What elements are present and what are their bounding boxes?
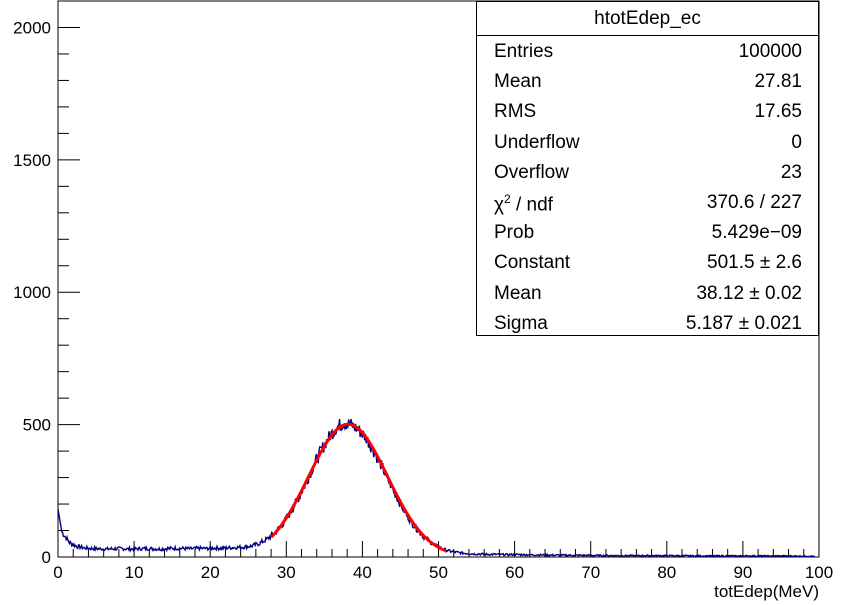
stats-label: Mean	[494, 282, 542, 304]
y-tick-label: 2000	[13, 18, 51, 37]
stats-label: Overflow	[494, 161, 569, 183]
stats-row: Entries 100000	[477, 36, 818, 66]
stats-row: Prob 5.429e−09	[477, 217, 818, 247]
chi-symbol: χ	[494, 194, 504, 216]
stats-label: Mean	[494, 71, 542, 93]
stats-value: 23	[780, 161, 802, 183]
x-tick-label: 70	[581, 563, 600, 582]
x-tick-label: 50	[429, 563, 448, 582]
x-tick-label: 10	[125, 563, 144, 582]
stats-value: 5.429e−09	[711, 222, 802, 244]
stats-value: 17.65	[754, 101, 802, 123]
stats-row: χ2 / ndf 370.6 / 227	[477, 187, 818, 217]
axes	[57, 0, 820, 558]
stats-box: htotEdep_ec Entries 100000 Mean 27.81 RMS 17.…	[476, 1, 819, 336]
x-tick-label: 30	[277, 563, 296, 582]
y-tick-label: 1500	[13, 151, 51, 170]
stats-row: Constant 501.5 ± 2.6	[477, 247, 818, 277]
stats-value: 0	[791, 131, 802, 153]
histogram-series	[57, 418, 815, 558]
stats-row: RMS 17.65	[477, 96, 818, 126]
stats-row: Underflow 0	[477, 127, 818, 157]
stats-row: Overflow 23	[477, 157, 818, 187]
fit-curve	[270, 422, 446, 552]
x-tick-label: 80	[657, 563, 676, 582]
x-tick-label: 0	[53, 563, 62, 582]
x-tick-label: 90	[733, 563, 752, 582]
x-axis-label: totEdep(MeV)	[714, 582, 819, 601]
stats-value: 38.12 ± 0.02	[696, 282, 802, 304]
chi-superscript: 2	[503, 191, 511, 206]
stats-value: 5.187 ± 0.021	[685, 312, 802, 334]
stats-value: 370.6 / 227	[706, 191, 802, 213]
stats-title: htotEdep_ec	[477, 2, 818, 36]
x-tick-label: 60	[505, 563, 524, 582]
histogram-line	[57, 418, 815, 558]
stats-label: Entries	[494, 41, 554, 62]
stats-row: Mean 27.81	[477, 66, 818, 96]
stats-label: Prob	[494, 222, 535, 244]
chi-tail: / ndf	[510, 194, 553, 216]
x-tick-label: 100	[805, 563, 833, 582]
y-tick-label: 0	[42, 548, 51, 567]
stats-value: 100000	[738, 41, 802, 62]
stats-row: Mean 38.12 ± 0.02	[477, 278, 818, 308]
y-tick-label: 500	[23, 416, 51, 435]
y-tick-label: 1000	[13, 283, 51, 302]
stats-label: χ2 / ndf	[494, 192, 553, 216]
gaussian-fit-line	[270, 422, 446, 552]
x-tick-label: 20	[201, 563, 220, 582]
stats-label: Constant	[494, 252, 571, 274]
stats-value: 501.5 ± 2.6	[707, 252, 802, 274]
stats-value: 27.81	[754, 71, 802, 93]
stats-label: RMS	[494, 101, 537, 123]
stats-label: Sigma	[494, 312, 548, 334]
stats-label: Underflow	[494, 131, 580, 153]
x-tick-label: 40	[353, 563, 372, 582]
stats-row: Sigma 5.187 ± 0.021	[477, 308, 818, 338]
stats-rows: Entries 100000 Mean 27.81 RMS 17.65 Underflow 0…	[477, 36, 818, 338]
